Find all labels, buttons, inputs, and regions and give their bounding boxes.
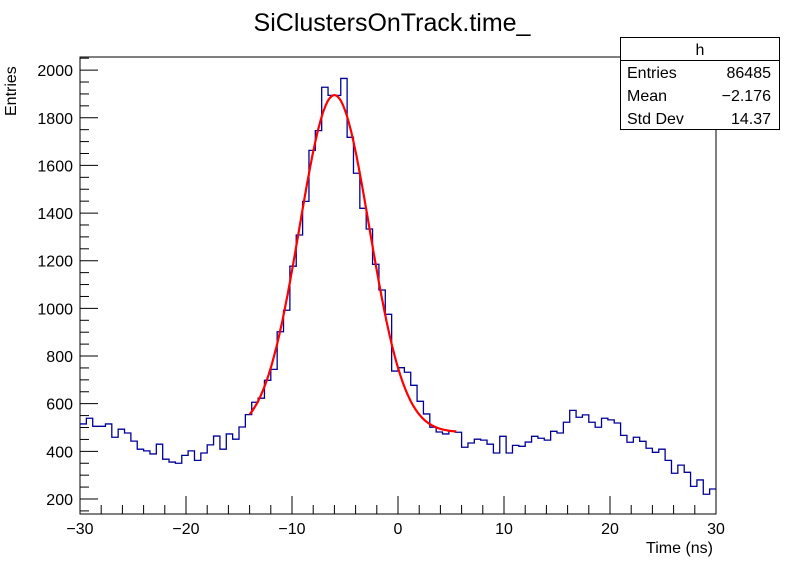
tick-marks (79, 57, 717, 514)
y-tick-label: 2000 (37, 63, 73, 80)
stats-box-frame (620, 37, 780, 130)
stats-title: h (696, 42, 705, 59)
y-tick-label: 1400 (37, 206, 73, 223)
fit-curve (248, 93, 457, 433)
stats-mean-value: −2.176 (722, 88, 771, 105)
stats-stddev-label: Std Dev (627, 111, 684, 128)
y-tick-labels: 200 400 600 800 1000 1200 1400 1600 1800 2000 (37, 63, 73, 509)
chart-title: SiClustersOnTrack.time_ (254, 9, 532, 37)
x-tick-labels: −30 −20 −10 0 10 20 30 (66, 521, 725, 538)
y-tick-label: 200 (46, 492, 73, 509)
x-tick-label: −10 (278, 521, 305, 538)
x-tick-label: −30 (66, 521, 93, 538)
stats-entries-value: 86485 (727, 65, 772, 82)
y-tick-label: 1000 (37, 301, 73, 318)
histogram-series (80, 77, 716, 495)
y-tick-label: 1800 (37, 111, 73, 128)
x-tick-label: 20 (601, 521, 619, 538)
y-tick-label: 1200 (37, 254, 73, 271)
x-tick-label: 30 (707, 521, 725, 538)
y-tick-label: 600 (46, 397, 73, 414)
y-tick-label: 800 (46, 349, 73, 366)
stats-box: h Entries 86485 Mean −2.176 Std Dev 14.3… (620, 37, 780, 130)
x-tick-label: 10 (495, 521, 513, 538)
y-tick-label: 1600 (37, 158, 73, 175)
stats-mean-label: Mean (627, 88, 667, 105)
stats-stddev-value: 14.37 (731, 111, 771, 128)
y-axis-label: Entries (3, 66, 20, 116)
x-tick-label: −20 (172, 521, 199, 538)
x-axis-label: Time (ns) (646, 540, 713, 557)
y-tick-label: 400 (46, 444, 73, 461)
stats-entries-label: Entries (627, 65, 677, 82)
x-tick-label: 0 (394, 521, 403, 538)
